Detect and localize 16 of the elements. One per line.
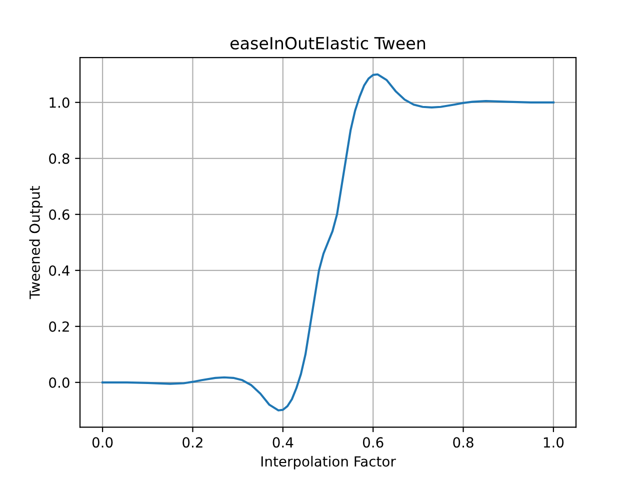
y-axis-title: Tweened Output xyxy=(29,186,43,300)
x-tick-label: 0.6 xyxy=(362,437,384,448)
y-tick-label: 0.0 xyxy=(49,377,70,388)
x-tick-label: 0.2 xyxy=(182,437,202,448)
y-tick-label: 0.2 xyxy=(49,321,69,332)
chart-title: easeInOutElastic Tween xyxy=(230,36,426,50)
y-tick-label: 0.6 xyxy=(49,209,70,220)
x-tick-label: 1.0 xyxy=(544,437,564,448)
x-tick-label: 0.8 xyxy=(453,437,474,448)
y-tick-label: 1.0 xyxy=(50,97,70,108)
x-tick-label: 0.4 xyxy=(272,437,294,448)
y-tick-label: 0.8 xyxy=(49,153,70,164)
line-series xyxy=(102,73,554,412)
x-tick-label: 0.0 xyxy=(92,437,113,448)
x-axis-title: Interpolation Factor xyxy=(261,456,396,470)
y-tick-label: 0.4 xyxy=(49,265,70,276)
